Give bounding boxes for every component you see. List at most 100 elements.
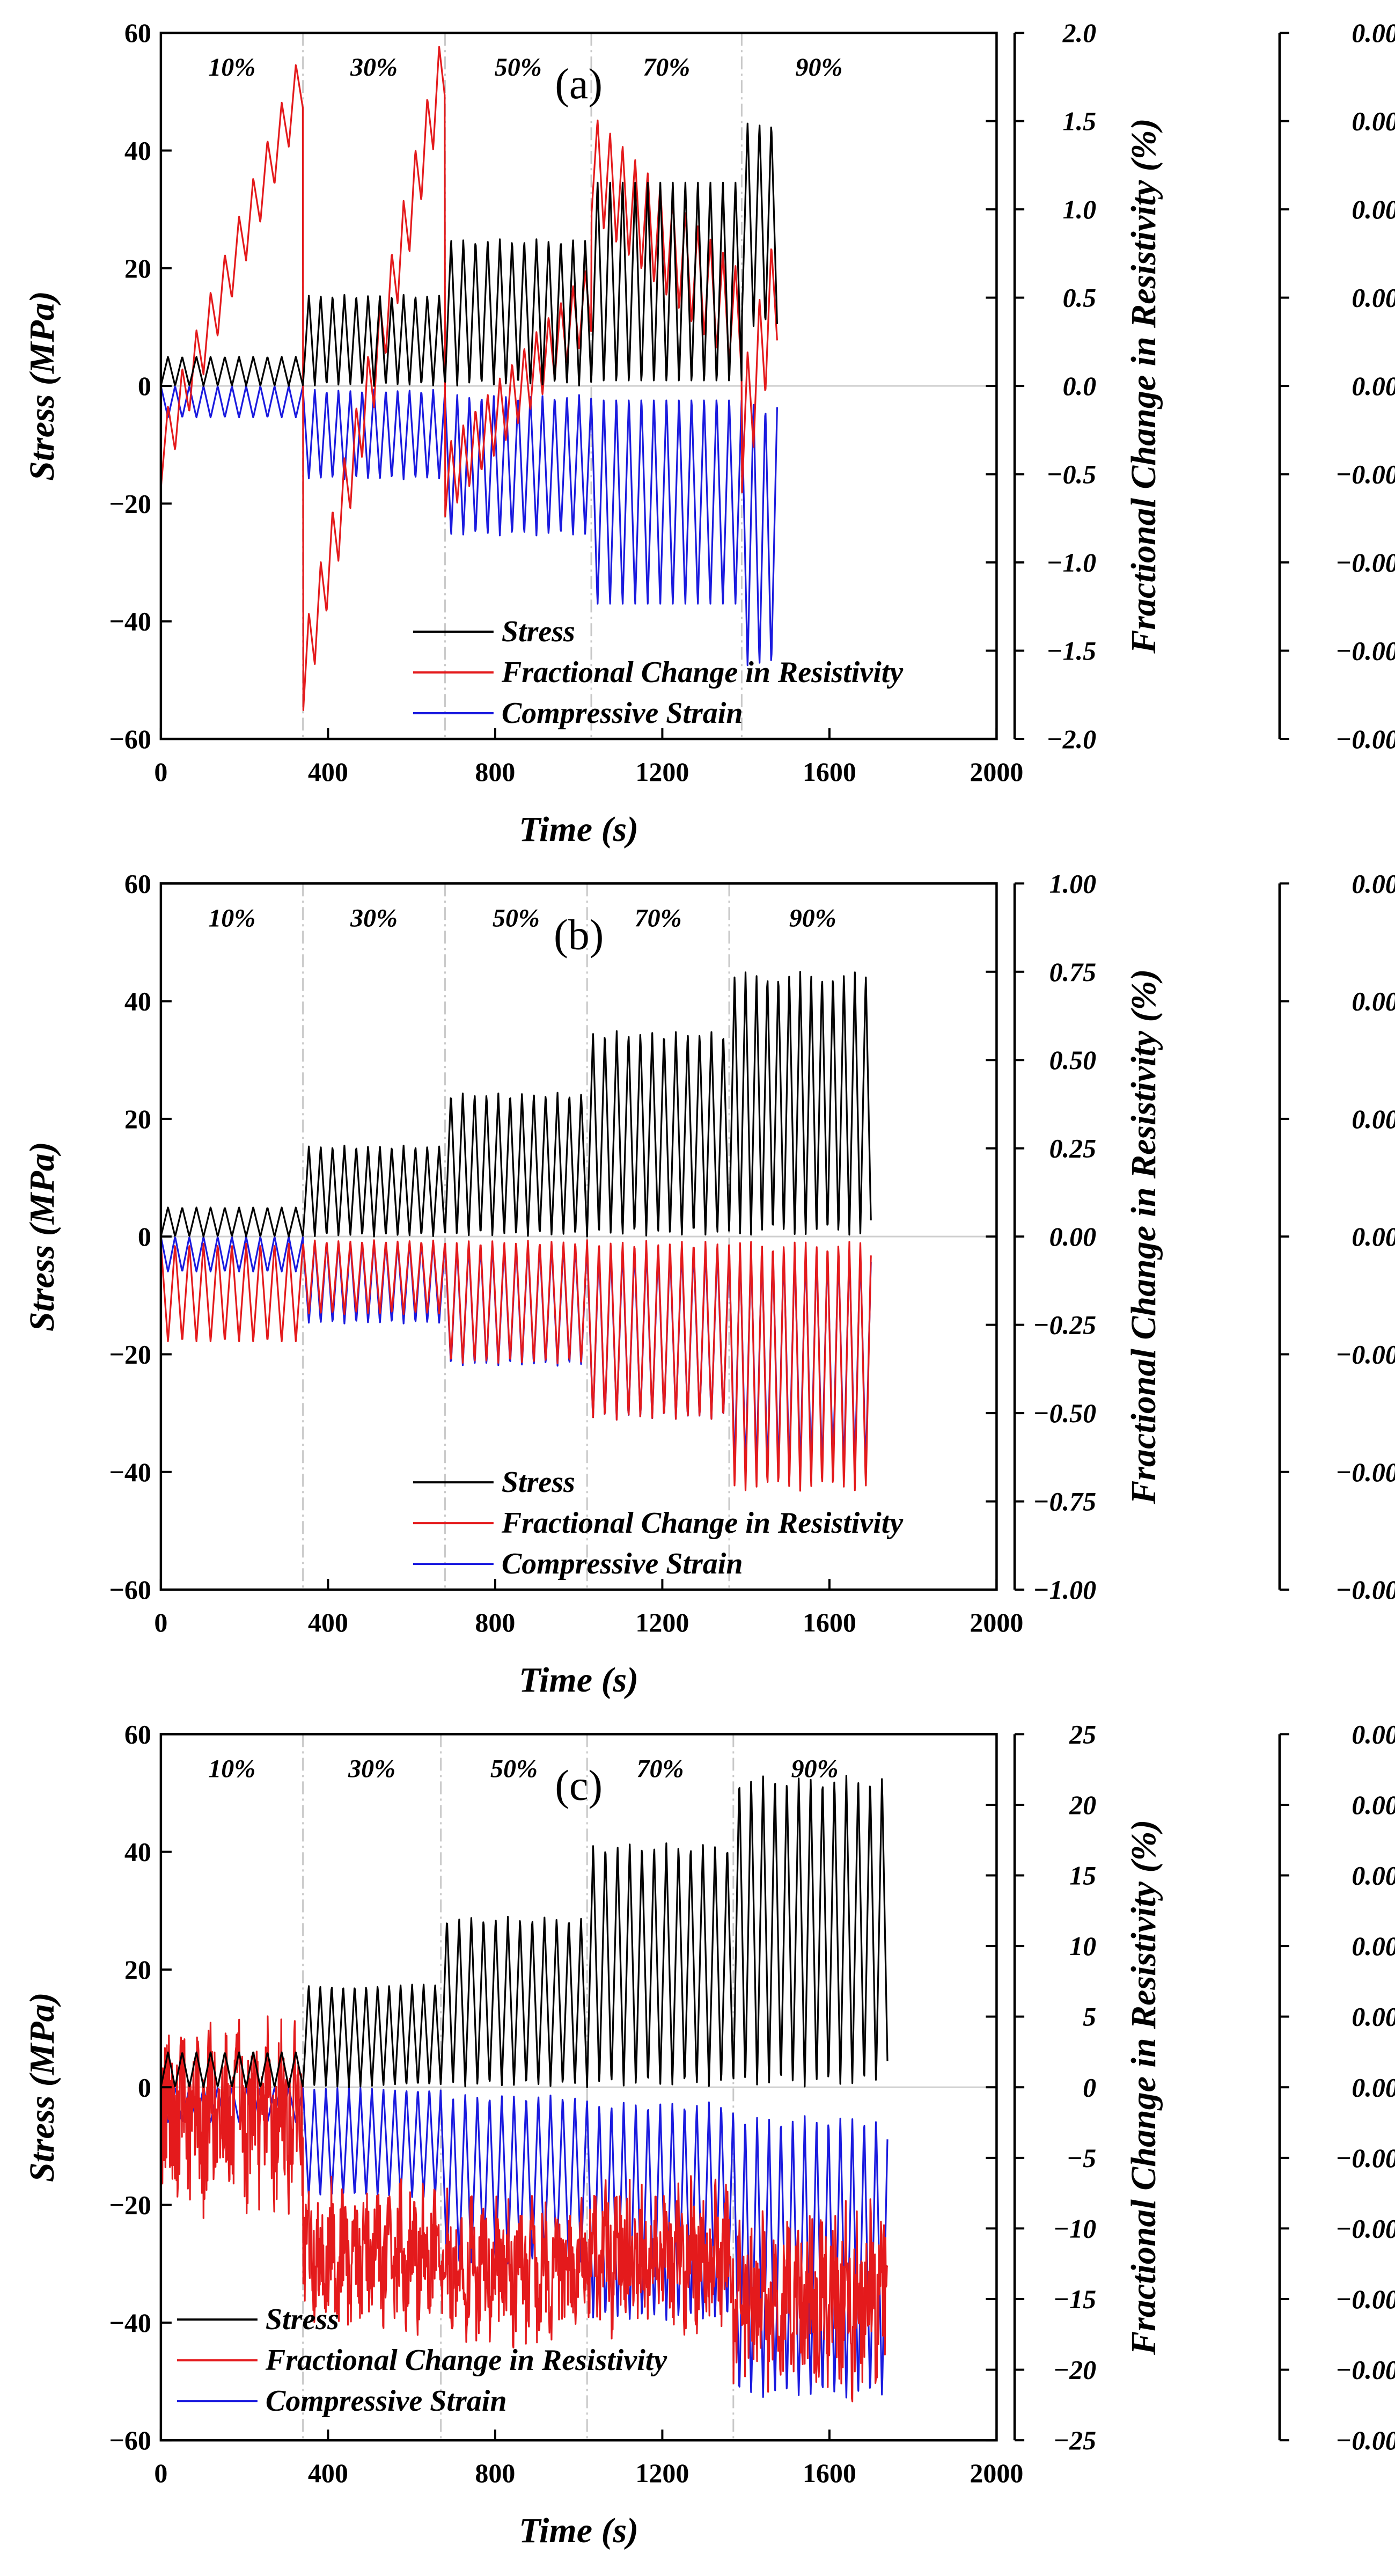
y-left-tick-label: 60 (124, 868, 151, 898)
y-left-tick-label: −60 (109, 1575, 151, 1605)
y-right1-tick-label: 0.0 (1063, 371, 1097, 401)
segment-label: 90% (795, 53, 842, 82)
y-right1-axis-title: Fractional Change in Resistivity (%) (1124, 1820, 1163, 2355)
segment-label: 10% (208, 1754, 255, 1783)
y-right1-tick-label: −0.50 (1033, 1398, 1096, 1428)
x-tick-label: 800 (475, 757, 515, 787)
legend-label: Compressive Strain (502, 1547, 743, 1580)
y-right2-tick-label: 0.0010 (1352, 986, 1395, 1016)
y-right1-tick-label: −1.5 (1046, 636, 1096, 666)
x-tick-label: 400 (308, 1607, 348, 1637)
chart-panel-2: 0 400 800 1200 1600 2000 Time (s) 60 40 20 0 −20 −40… (23, 1719, 1395, 2550)
x-tick-label: 1600 (803, 1607, 856, 1637)
y-right1-axis-title: Fractional Change in Resistivity (%) (1124, 118, 1163, 654)
legend-label: Compressive Strain (502, 697, 743, 730)
series-line-fractional-change-in-resistivity (160, 2015, 889, 2403)
y-right2-tick-label: −0.0010 (1335, 547, 1395, 577)
y-right1-tick-label: 0 (1083, 2072, 1096, 2102)
y-right1-tick-label: 2.0 (1062, 18, 1097, 48)
y-right1-tick-label: 0.50 (1049, 1045, 1097, 1075)
y-left-tick-label: −20 (109, 2190, 151, 2220)
y-left-tick-label: 60 (124, 18, 151, 48)
y-left-tick-label: 0 (138, 2072, 151, 2102)
y-left-axis-title: Stress (MPa) (23, 1141, 62, 1331)
y-right1-tick-label: −0.25 (1033, 1310, 1096, 1340)
segment-label: 30% (350, 53, 398, 82)
y-right1-tick-label: −20 (1053, 2355, 1096, 2385)
segment-label: 90% (791, 1754, 839, 1783)
y-left-tick-label: −40 (109, 2308, 151, 2338)
legend-label: Stress (502, 1466, 575, 1499)
y-right1-tick-label: −1.0 (1046, 547, 1096, 577)
y-right2-tick-label: −0.0025 (1335, 2425, 1395, 2455)
panel-label: (c) (555, 1762, 603, 1809)
y-right1-tick-label: −0.5 (1046, 459, 1096, 489)
x-tick-label: 400 (308, 757, 348, 787)
y-right2-tick-label: 0.0015 (1352, 106, 1395, 136)
panel-label: (b) (554, 911, 604, 958)
segment-label: 50% (495, 53, 542, 82)
y-left-tick-label: −20 (109, 1339, 151, 1369)
y-right2-tick-label: −0.0015 (1335, 2284, 1395, 2314)
y-right1-tick-label: −1.00 (1033, 1575, 1096, 1605)
y-right2-tick-label: −0.0015 (1335, 1575, 1395, 1605)
y-left-tick-label: −40 (109, 606, 151, 636)
y-right2-tick-label: 0.0005 (1352, 1104, 1395, 1134)
segment-label: 50% (493, 904, 540, 932)
x-tick-label: 2000 (970, 2458, 1023, 2488)
segment-label: 70% (643, 53, 690, 82)
y-left-tick-label: 20 (124, 1104, 151, 1134)
y-right1-tick-label: −0.75 (1033, 1487, 1096, 1517)
segment-label: 30% (350, 904, 398, 932)
y-right1-tick-label: 5 (1083, 2002, 1096, 2032)
legend-label: Stress (266, 2303, 339, 2336)
y-right1-tick-label: 10 (1069, 1931, 1096, 1961)
x-tick-label: 1200 (635, 2458, 689, 2488)
x-tick-label: 0 (154, 757, 167, 787)
segment-label: 30% (348, 1754, 395, 1783)
y-right2-tick-label: 0.0000 (1352, 371, 1395, 401)
y-right1-tick-label: −2.0 (1046, 724, 1096, 754)
y-left-tick-label: 40 (124, 986, 151, 1016)
legend-label: Compressive Strain (266, 2384, 507, 2418)
y-right1-tick-label: −10 (1053, 2213, 1096, 2243)
x-axis-title: Time (s) (519, 810, 638, 849)
segment-label: 70% (635, 904, 682, 932)
x-tick-label: 1200 (635, 1607, 689, 1637)
y-right2-tick-label: 0.0015 (1352, 868, 1395, 898)
y-left-tick-label: −60 (109, 2425, 151, 2455)
y-left-tick-label: −60 (109, 724, 151, 754)
y-right2-tick-label: −0.0005 (1335, 2143, 1395, 2173)
y-right1-tick-label: 1.00 (1049, 868, 1097, 898)
y-right2-tick-label: 0.0000 (1352, 1221, 1395, 1252)
chart-panel-0: 0 400 800 1200 1600 2000 Time (s) 60 40 20 0 −20 −40… (23, 18, 1395, 849)
segment-label: 70% (637, 1754, 684, 1783)
y-right2-tick-label: 0.0010 (1352, 194, 1395, 224)
chart-panel-1: 0 400 800 1200 1600 2000 Time (s) 60 40 20 0 −20 −40… (23, 868, 1395, 1700)
x-tick-label: 1600 (803, 2458, 856, 2488)
series-line-fractional-change-in-resistivity (160, 1239, 872, 1492)
legend-label: Stress (502, 615, 575, 648)
segment-label: 50% (490, 1754, 538, 1783)
y-right2-tick-label: 0.0010 (1352, 1931, 1395, 1961)
y-right2-tick-label: 0.0005 (1352, 2002, 1395, 2032)
y-left-tick-label: 20 (124, 253, 151, 283)
y-right1-tick-label: 1.0 (1063, 194, 1097, 224)
y-right1-tick-label: 0.5 (1063, 283, 1097, 313)
x-tick-label: 1200 (635, 757, 689, 787)
legend-label: Fractional Change in Resistivity (265, 2344, 667, 2377)
x-tick-label: 2000 (970, 1607, 1023, 1637)
x-axis-title: Time (s) (519, 1660, 638, 1700)
y-right1-tick-label: −15 (1053, 2284, 1096, 2314)
y-left-tick-label: 20 (124, 1955, 151, 1985)
x-axis-title: Time (s) (519, 2511, 638, 2550)
y-right1-tick-label: −5 (1067, 2143, 1096, 2173)
y-right2-tick-label: 0.0015 (1352, 1861, 1395, 1891)
x-tick-label: 400 (308, 2458, 348, 2488)
y-left-tick-label: 40 (124, 136, 151, 166)
y-right2-tick-label: −0.0005 (1335, 459, 1395, 489)
